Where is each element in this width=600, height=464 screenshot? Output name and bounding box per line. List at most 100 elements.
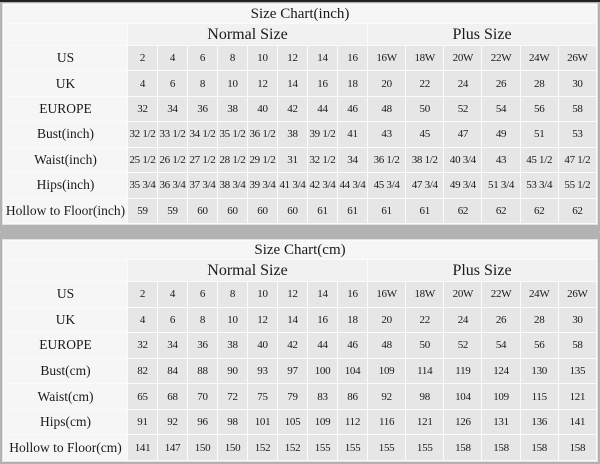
size-value-cell: 50 bbox=[406, 333, 444, 358]
size-value-cell: 104 bbox=[444, 384, 482, 409]
size-value-cell: 53 3/4 bbox=[520, 173, 558, 198]
table-title: Size Chart(inch) bbox=[4, 5, 596, 23]
size-value-cell: 2 bbox=[128, 282, 157, 307]
size-value-cell: 158 bbox=[558, 435, 596, 460]
size-value-cell: 40 bbox=[248, 96, 277, 122]
size-value-cell: 155 bbox=[406, 435, 444, 460]
size-value-cell: 119 bbox=[444, 358, 482, 384]
size-value-cell: 56 bbox=[520, 96, 558, 122]
row-label: UK bbox=[4, 307, 127, 333]
size-value-cell: 135 bbox=[558, 358, 596, 384]
size-value-cell: 62 bbox=[520, 198, 558, 223]
corner-cell bbox=[4, 24, 127, 45]
table-row: US 2 4 6 8 10 12 14 16 16W 18W 20W 22W 24W 26W bbox=[4, 46, 596, 71]
size-value-cell: 101 bbox=[248, 409, 277, 435]
size-value-cell: 16W bbox=[368, 46, 406, 71]
size-value-cell: 28 1/2 bbox=[218, 147, 247, 173]
table-row: Hips(cm) 91 92 96 98 101 105 109 112 116 121 126 131… bbox=[4, 409, 596, 435]
size-value-cell: 60 bbox=[188, 198, 217, 223]
size-value-cell: 39 1/2 bbox=[308, 122, 337, 147]
top-edge-line bbox=[0, 0, 600, 2]
size-value-cell: 36 bbox=[188, 96, 217, 122]
size-value-cell: 155 bbox=[368, 435, 406, 460]
size-value-cell: 10 bbox=[248, 282, 277, 307]
size-value-cell: 40 3/4 bbox=[444, 147, 482, 173]
size-value-cell: 52 bbox=[444, 96, 482, 122]
size-value-cell: 24 bbox=[444, 307, 482, 333]
size-value-cell: 104 bbox=[338, 358, 367, 384]
table-row: Bust(inch) 32 1/2 33 1/2 34 1/2 35 1/2 36 1/2… bbox=[4, 122, 596, 147]
size-value-cell: 42 bbox=[278, 96, 307, 122]
size-value-cell: 14 bbox=[278, 307, 307, 333]
size-value-cell: 155 bbox=[308, 435, 337, 460]
size-value-cell: 20W bbox=[444, 46, 482, 71]
size-value-cell: 24W bbox=[520, 282, 558, 307]
size-value-cell: 92 bbox=[368, 384, 406, 409]
size-value-cell: 72 bbox=[218, 384, 247, 409]
size-value-cell: 20W bbox=[444, 282, 482, 307]
size-value-cell: 14 bbox=[308, 282, 337, 307]
size-value-cell: 46 bbox=[338, 333, 367, 358]
size-value-cell: 51 bbox=[520, 122, 558, 147]
row-label: Hollow to Floor(cm) bbox=[4, 435, 127, 460]
table-row: EUROPE 32 34 36 38 40 42 44 46 48 50 52 54 56 58 bbox=[4, 333, 596, 358]
size-value-cell: 2 bbox=[128, 46, 157, 71]
row-label: Hips(cm) bbox=[4, 409, 127, 435]
size-value-cell: 4 bbox=[158, 282, 187, 307]
plus-size-header: Plus Size bbox=[368, 260, 596, 281]
row-label: US bbox=[4, 282, 127, 307]
row-label: Hips(inch) bbox=[4, 173, 127, 198]
row-label: Hollow to Floor(inch) bbox=[4, 198, 127, 223]
size-value-cell: 109 bbox=[368, 358, 406, 384]
size-value-cell: 109 bbox=[482, 384, 520, 409]
size-value-cell: 55 1/2 bbox=[558, 173, 596, 198]
size-value-cell: 68 bbox=[158, 384, 187, 409]
row-label: US bbox=[4, 46, 127, 71]
row-label: EUROPE bbox=[4, 96, 127, 122]
size-value-cell: 93 bbox=[248, 358, 277, 384]
size-value-cell: 26 bbox=[482, 71, 520, 96]
table-row: Hollow to Floor(cm) 141 147 150 150 152 152 155… bbox=[4, 435, 596, 460]
size-value-cell: 59 bbox=[158, 198, 187, 223]
size-value-cell: 10 bbox=[218, 307, 247, 333]
plus-size-header: Plus Size bbox=[368, 24, 596, 45]
size-value-cell: 38 bbox=[218, 96, 247, 122]
size-value-cell: 47 3/4 bbox=[406, 173, 444, 198]
size-value-cell: 20 bbox=[368, 307, 406, 333]
size-value-cell: 65 bbox=[128, 384, 157, 409]
table-row: Waist(inch) 25 1/2 26 1/2 27 1/2 28 1/2 29 1/… bbox=[4, 147, 596, 173]
size-table: Size Chart(cm) Normal Size Plus Size US 2 4 6 8… bbox=[2, 239, 598, 462]
size-value-cell: 43 bbox=[482, 147, 520, 173]
size-value-cell: 14 bbox=[278, 71, 307, 96]
size-value-cell: 39 3/4 bbox=[248, 173, 277, 198]
size-value-cell: 16 bbox=[308, 71, 337, 96]
size-value-cell: 20 bbox=[368, 71, 406, 96]
size-value-cell: 44 3/4 bbox=[338, 173, 367, 198]
size-value-cell: 36 1/2 bbox=[248, 122, 277, 147]
size-value-cell: 54 bbox=[482, 333, 520, 358]
size-value-cell: 60 bbox=[248, 198, 277, 223]
size-value-cell: 14 bbox=[308, 46, 337, 71]
size-value-cell: 158 bbox=[444, 435, 482, 460]
size-value-cell: 43 bbox=[368, 122, 406, 147]
size-value-cell: 48 bbox=[368, 333, 406, 358]
row-label: EUROPE bbox=[4, 333, 127, 358]
size-value-cell: 16 bbox=[338, 46, 367, 71]
size-value-cell: 45 bbox=[406, 122, 444, 147]
size-value-cell: 27 1/2 bbox=[188, 147, 217, 173]
normal-size-header: Normal Size bbox=[128, 24, 367, 45]
size-value-cell: 34 bbox=[158, 96, 187, 122]
size-value-cell: 6 bbox=[158, 307, 187, 333]
size-value-cell: 46 bbox=[338, 96, 367, 122]
size-value-cell: 30 bbox=[558, 71, 596, 96]
size-value-cell: 49 bbox=[482, 122, 520, 147]
table-row: Hips(inch) 35 3/4 36 3/4 37 3/4 38 3/4 39 3/4… bbox=[4, 173, 596, 198]
size-value-cell: 50 bbox=[406, 96, 444, 122]
row-label: Bust(cm) bbox=[4, 358, 127, 384]
size-value-cell: 141 bbox=[128, 435, 157, 460]
size-value-cell: 92 bbox=[158, 409, 187, 435]
size-value-cell: 38 1/2 bbox=[406, 147, 444, 173]
size-value-cell: 22W bbox=[482, 282, 520, 307]
size-value-cell: 115 bbox=[520, 384, 558, 409]
size-value-cell: 35 3/4 bbox=[128, 173, 157, 198]
